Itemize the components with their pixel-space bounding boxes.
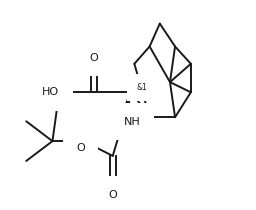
Text: O: O <box>89 53 98 63</box>
Text: HO: HO <box>42 87 59 97</box>
Text: NH: NH <box>123 117 140 127</box>
Text: O: O <box>108 190 117 199</box>
Text: O: O <box>76 143 85 153</box>
Text: &1: &1 <box>136 83 147 92</box>
